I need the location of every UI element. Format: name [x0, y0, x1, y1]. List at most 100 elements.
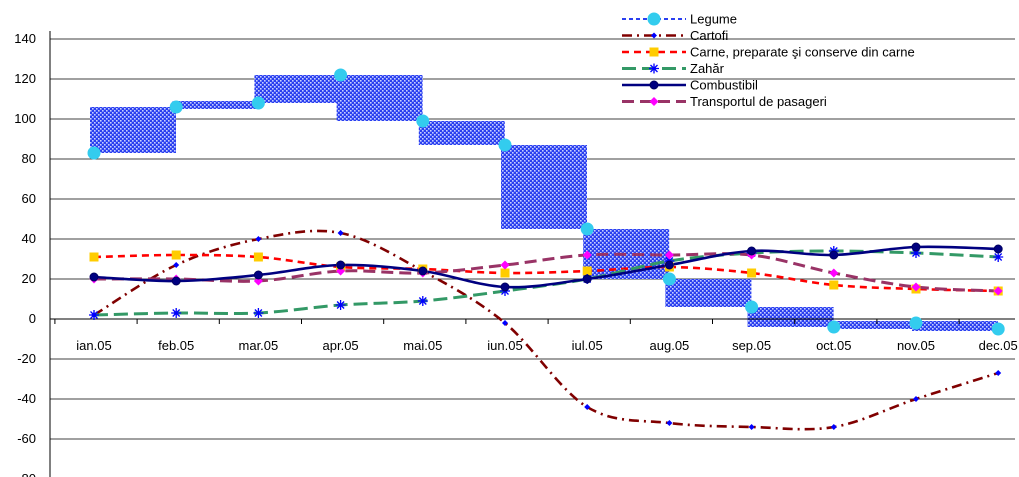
legend-swatch-marker: [649, 47, 659, 57]
legume-band: [501, 145, 587, 229]
x-tick-label: sep.05: [732, 338, 771, 353]
legend-label: Carne, preparate şi conserve din carne: [690, 45, 915, 60]
x-tick-label: dec.05: [979, 338, 1018, 353]
data-point-legume: [87, 146, 101, 160]
y-tick-label: -40: [17, 391, 36, 406]
x-tick-label: iun.05: [487, 338, 522, 353]
data-point-zahar: [253, 308, 264, 318]
y-tick-label: -80: [17, 471, 36, 477]
y-tick-label: 80: [22, 151, 36, 166]
axes: 140 120 100 80 60 40 20 0 -20 -40 -60 -80 ian.05 feb.…: [14, 31, 1018, 477]
data-point-zahar: [171, 308, 182, 318]
data-point-combustibil: [829, 250, 839, 260]
y-tick-label: 0: [29, 311, 36, 326]
legume-band: [912, 321, 998, 331]
x-tick-label: feb.05: [158, 338, 194, 353]
legend-label: Zahăr: [690, 61, 725, 76]
data-point-carne-preparate-si-conserve-din-carne: [747, 268, 757, 278]
data-point-legume: [498, 138, 512, 152]
y-tick-label: 120: [14, 71, 36, 86]
x-tick-label: ian.05: [76, 338, 111, 353]
legend-swatch-marker: [649, 97, 659, 106]
series-line-cartofi: [93, 229, 999, 431]
y-tick-label: 140: [14, 31, 36, 46]
y-tick-label: 40: [22, 231, 36, 246]
x-tick-label: apr.05: [323, 338, 359, 353]
series-line-carne-preparate-si-conserve-din-carne: [93, 253, 999, 293]
legend-label: Cartofi: [690, 28, 728, 43]
data-point-cartofi: [502, 320, 508, 326]
x-tick-label: nov.05: [897, 338, 935, 353]
series-markers: [87, 68, 1005, 430]
legume-band: [747, 307, 834, 327]
legume-bands: [90, 75, 998, 331]
y-tick-label: 100: [14, 111, 36, 126]
legume-band: [172, 101, 259, 109]
data-point-combustibil: [993, 244, 1003, 254]
data-point-legume: [827, 320, 841, 334]
data-point-transportul-de-pasageri: [993, 286, 1003, 296]
legend-item-cartofi: Cartofi: [622, 28, 728, 43]
data-point-combustibil: [336, 260, 346, 270]
data-point-transportul-de-pasageri: [911, 282, 921, 292]
data-point-cartofi: [830, 424, 837, 430]
legend-swatch-marker: [647, 12, 661, 26]
legume-band: [665, 279, 752, 307]
data-point-cartofi: [255, 236, 262, 242]
legend-label: Transportul de pasageri: [690, 94, 827, 109]
data-point-transportul-de-pasageri: [500, 260, 510, 270]
data-point-combustibil: [418, 266, 428, 276]
data-point-carne-preparate-si-conserve-din-carne: [582, 266, 592, 276]
data-point-cartofi: [584, 404, 591, 410]
data-point-transportul-de-pasageri: [664, 250, 674, 260]
data-point-cartofi: [748, 424, 755, 430]
y-tick-label: 60: [22, 191, 36, 206]
legend-label: Legume: [690, 12, 737, 27]
legend-swatch-marker: [649, 80, 659, 90]
y-tick-label: 20: [22, 271, 36, 286]
data-point-legume: [991, 322, 1005, 336]
data-point-legume: [169, 100, 183, 114]
data-point-combustibil: [747, 246, 757, 256]
legend-item-combustibil: Combustibil: [622, 78, 758, 93]
legend-item-legume: Legume: [622, 12, 737, 27]
x-tick-label: oct.05: [816, 338, 851, 353]
x-tick-label: mai.05: [403, 338, 442, 353]
data-point-legume: [662, 272, 676, 286]
legume-band: [90, 107, 176, 153]
data-point-cartofi: [995, 370, 1002, 376]
data-point-combustibil: [89, 272, 99, 282]
data-point-zahar: [89, 310, 99, 320]
data-point-cartofi: [173, 262, 180, 268]
y-tick-label: -60: [17, 431, 36, 446]
legend-item-transportul-de-pasageri: Transportul de pasageri: [622, 94, 827, 109]
data-point-combustibil: [500, 282, 510, 292]
data-point-zahar: [993, 252, 1004, 262]
series-lines: [93, 229, 999, 431]
data-point-transportul-de-pasageri: [582, 250, 592, 260]
data-point-cartofi: [337, 230, 344, 236]
data-point-carne-preparate-si-conserve-din-carne: [171, 250, 181, 260]
legend-item-zahar: Zahăr: [622, 61, 725, 76]
data-point-combustibil: [582, 274, 592, 284]
data-point-zahar: [417, 296, 428, 306]
data-point-legume: [251, 96, 265, 110]
legume-band: [829, 321, 916, 329]
data-point-zahar: [911, 248, 921, 258]
legume-band: [418, 121, 505, 145]
data-point-cartofi: [913, 396, 919, 402]
x-tick-label: aug.05: [650, 338, 690, 353]
data-point-carne-preparate-si-conserve-din-carne: [500, 268, 510, 278]
data-point-zahar: [335, 300, 346, 310]
data-point-legume: [909, 316, 923, 330]
data-point-cartofi: [666, 420, 673, 426]
y-tick-label: -20: [17, 351, 36, 366]
data-point-carne-preparate-si-conserve-din-carne: [89, 252, 99, 262]
data-point-combustibil: [911, 242, 921, 252]
data-point-transportul-de-pasageri: [829, 268, 839, 278]
legend-swatch-marker: [649, 63, 659, 74]
x-tick-label: iul.05: [572, 338, 603, 353]
data-point-legume: [580, 222, 594, 236]
